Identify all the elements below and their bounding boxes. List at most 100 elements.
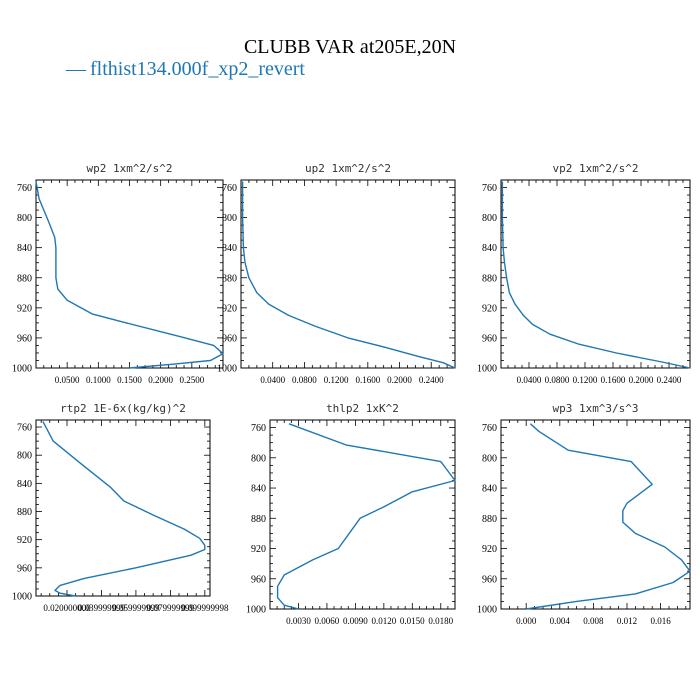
- series-line: [35, 181, 224, 369]
- y-tick-label: 1000: [12, 592, 32, 603]
- legend-label: flthist134.000f_xp2_revert: [90, 58, 305, 80]
- x-tick-label: 0.008: [583, 616, 604, 626]
- x-tick-label: 0.0800: [545, 375, 570, 385]
- y-tick-label: 800: [17, 451, 32, 462]
- y-tick-label: 880: [222, 273, 237, 284]
- x-tick-label: 0.079999999: [147, 603, 195, 613]
- y-tick-label: 760: [482, 423, 497, 434]
- panel-6: wp3 1xm^3/s^3 760 800 840 880 920 960 1000 0.000…: [477, 402, 691, 626]
- plot-frame: [500, 419, 691, 610]
- x-tick-label: 0.1200: [324, 375, 349, 385]
- x-tick-label: 0.0030: [286, 616, 311, 626]
- y-tick-label: 800: [17, 213, 32, 224]
- x-tick-label: 0.039999999: [78, 603, 126, 613]
- y-tick-label: 960: [17, 563, 32, 574]
- y-tick-label: 920: [482, 303, 497, 314]
- y-tick-label: 1000: [477, 605, 497, 616]
- y-tick-label: 840: [17, 479, 32, 490]
- y-tick-label: 760: [251, 423, 266, 434]
- panel-3: vp2 1xm^2/s^2 760 800 840 880 920 960 1000 0.040…: [477, 162, 691, 385]
- x-tick-label: 0.0150: [400, 616, 425, 626]
- legend: — flthist134.000f_xp2_revert: [66, 58, 305, 81]
- x-tick-label: 0.2000: [387, 375, 412, 385]
- series-line: [241, 181, 456, 369]
- panel-1: wp2 1xm^2/s^2 760 800 840 880 920 960 1000 0.050…: [12, 162, 224, 385]
- panel-2: up2 1xm^2/s^2 760 800 840 880 920 960 1000 0.040…: [217, 162, 456, 385]
- y-tick-label: 760: [482, 183, 497, 194]
- y-tick-label: 880: [17, 507, 32, 518]
- y-tick-label: 800: [482, 213, 497, 224]
- series-line: [42, 421, 206, 597]
- x-tick-label: 0.2000: [629, 375, 654, 385]
- x-tick-label: 0.1500: [117, 375, 142, 385]
- x-tick-label: 0.000: [516, 616, 537, 626]
- x-tick-label: 0.0060: [315, 616, 340, 626]
- series-line: [526, 423, 691, 610]
- x-tick-label: 0.1600: [601, 375, 626, 385]
- x-tick-label: 0.0120: [371, 616, 396, 626]
- x-tick-label: 0.004: [550, 616, 571, 626]
- x-tick-label: 0.099999998: [181, 603, 229, 613]
- y-tick-label: 1000: [217, 364, 237, 375]
- y-tick-label: 920: [17, 535, 32, 546]
- y-tick-label: 920: [17, 303, 32, 314]
- y-tick-label: 800: [482, 453, 497, 464]
- panel-5: thlp2 1xK^2 760 800 840 880 920 960 1000 0.0030 0…: [246, 402, 456, 626]
- y-tick-label: 880: [482, 273, 497, 284]
- x-tick-label: 0.0090: [343, 616, 368, 626]
- panel-title: rtp2 1E-6x(kg/kg)^2: [60, 402, 186, 415]
- x-tick-label: 0.2400: [419, 375, 444, 385]
- chart-title: CLUBB VAR at205E,20N: [243, 36, 457, 58]
- y-tick-label: 840: [222, 243, 237, 254]
- x-tick-label: 0.1200: [573, 375, 598, 385]
- y-tick-label: 960: [251, 574, 266, 585]
- x-tick-label: 0.016: [650, 616, 671, 626]
- y-tick-label: 880: [251, 514, 266, 525]
- x-tick-label: 0.2000: [148, 375, 173, 385]
- panel-title: wp2 1xm^2/s^2: [86, 162, 172, 175]
- x-tick-label: 0.0180: [428, 616, 453, 626]
- panel-4: rtp2 1E-6x(kg/kg)^2 760 800 840 880 920 960 100…: [12, 402, 229, 613]
- y-tick-label: 800: [251, 453, 266, 464]
- panel-title: thlp2 1xK^2: [326, 402, 399, 415]
- y-tick-label: 960: [482, 333, 497, 344]
- panel-title: wp3 1xm^3/s^3: [552, 402, 638, 415]
- y-tick-label: 880: [482, 514, 497, 525]
- panel-title: vp2 1xm^2/s^2: [552, 162, 638, 175]
- y-tick-label: 960: [17, 333, 32, 344]
- x-tick-label: 0.0400: [517, 375, 542, 385]
- x-tick-label: 0.059999999: [112, 603, 160, 613]
- legend-line-swatch: —: [66, 58, 86, 80]
- y-tick-label: 760: [17, 423, 32, 434]
- y-tick-label: 960: [482, 574, 497, 585]
- y-tick-label: 880: [17, 273, 32, 284]
- series-line: [501, 181, 691, 369]
- y-tick-label: 840: [482, 484, 497, 495]
- x-tick-label: 0.1000: [86, 375, 111, 385]
- y-tick-label: 1000: [477, 364, 497, 375]
- x-tick-label: 0.0800: [292, 375, 317, 385]
- y-tick-label: 800: [222, 213, 237, 224]
- panel-title: up2 1xm^2/s^2: [305, 162, 391, 175]
- plot-frame: [500, 179, 691, 369]
- x-tick-label: 0.0500: [55, 375, 80, 385]
- y-tick-label: 920: [251, 544, 266, 555]
- x-tick-label: 0.020000000: [43, 603, 91, 613]
- y-tick-label: 1000: [12, 364, 32, 375]
- y-tick-label: 1000: [246, 605, 266, 616]
- y-tick-label: 920: [222, 303, 237, 314]
- y-tick-label: 840: [251, 484, 266, 495]
- y-tick-label: 840: [17, 243, 32, 254]
- y-tick-label: 760: [222, 183, 237, 194]
- series-line: [276, 423, 456, 610]
- y-tick-label: 960: [222, 333, 237, 344]
- plot-frame: [35, 419, 211, 597]
- x-tick-label: 0.0400: [260, 375, 285, 385]
- x-tick-label: 0.2500: [179, 375, 204, 385]
- y-tick-label: 920: [482, 544, 497, 555]
- x-tick-label: 0.012: [617, 616, 637, 626]
- y-tick-label: 840: [482, 243, 497, 254]
- plot-frame: [240, 179, 456, 369]
- x-tick-label: 0.2400: [657, 375, 682, 385]
